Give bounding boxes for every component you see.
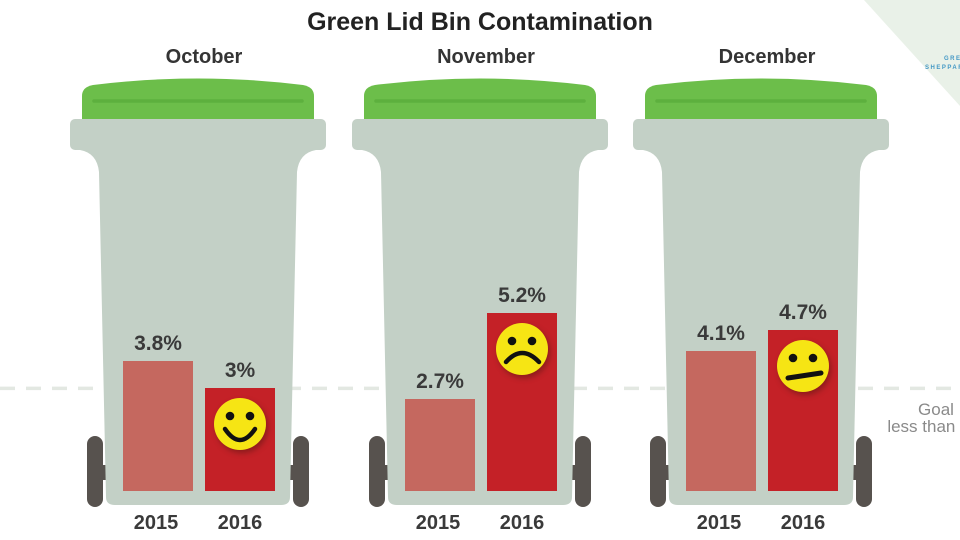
bar-december-2015	[686, 350, 756, 491]
corner-triangle-shape	[864, 0, 960, 106]
bar-october-2015	[123, 361, 193, 491]
bin-lid	[364, 78, 596, 119]
bin-rim	[633, 119, 889, 150]
happy-face-icon	[212, 396, 268, 452]
wheel-left	[650, 436, 666, 507]
bar-value-october-2016: 3%	[224, 359, 256, 383]
wheel-right	[856, 436, 872, 507]
bin-graphic	[352, 78, 608, 507]
wheel-right	[293, 436, 309, 507]
year-label-2016: 2016	[499, 512, 545, 534]
bar-november-2015	[405, 398, 475, 491]
bin-rim	[352, 119, 608, 150]
wheel-left	[87, 436, 103, 507]
month-label-october: October	[165, 46, 243, 68]
year-label-2015: 2015	[133, 512, 179, 534]
bar-value-november-2016: 5.2%	[498, 284, 546, 308]
year-label-2015: 2015	[415, 512, 461, 534]
year-label-2016: 2016	[217, 512, 263, 534]
goal-label-line2: less than 3%	[887, 417, 960, 436]
bar-value-december-2016: 4.7%	[779, 301, 827, 325]
wheel-right	[575, 436, 591, 507]
page-title: Green Lid Bin Contamination	[307, 8, 653, 36]
goal-label-line1: Goal	[918, 400, 954, 419]
wheel-left	[369, 436, 385, 507]
logo-text-line2: SHEPPARTON	[925, 65, 960, 71]
corner-triangle	[864, 0, 960, 106]
bin-body	[80, 150, 316, 505]
bin-body	[362, 150, 598, 505]
bin-group-november: November 2.7% 5.2% 2015 2016	[352, 0, 608, 540]
logo-text-line1: GREATER	[944, 56, 960, 62]
month-label-december: December	[718, 46, 816, 68]
bin-graphic	[70, 78, 326, 507]
bin-rim	[70, 119, 326, 150]
goal-label: Goal less than 3%	[876, 401, 960, 435]
bin-graphic	[633, 78, 889, 507]
bin-lid	[645, 78, 877, 119]
month-label-november: November	[437, 46, 535, 68]
bar-value-december-2015: 4.1%	[697, 321, 745, 345]
neutral-face-icon	[775, 338, 831, 394]
bin-lid	[82, 78, 314, 119]
bar-value-november-2015: 2.7%	[416, 369, 464, 393]
bin-group-october: October 3.8% 3% 2015 2016	[70, 0, 326, 540]
year-label-2015: 2015	[696, 512, 742, 534]
year-label-2016: 2016	[780, 512, 826, 534]
bar-value-october-2015: 3.8%	[134, 332, 182, 356]
sad-face-icon	[494, 321, 550, 377]
bin-group-december: December 4.1% 4.7% 2015 2016	[633, 0, 889, 540]
